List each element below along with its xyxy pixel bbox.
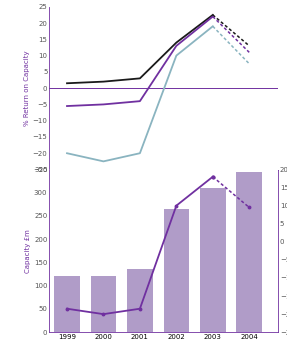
Bar — [127, 268, 153, 332]
Y-axis label: Capacity £m: Capacity £m — [25, 229, 31, 273]
Bar — [91, 276, 116, 332]
Bar — [164, 209, 189, 332]
Bar — [236, 172, 262, 332]
Legend: Managed, Portfolio, Market, Forecast, Forecast, Forecast: Managed, Portfolio, Market, Forecast, Fo… — [52, 218, 185, 234]
Bar — [54, 276, 80, 332]
Y-axis label: % Return on Capacity: % Return on Capacity — [24, 50, 30, 126]
Bar — [200, 188, 226, 332]
